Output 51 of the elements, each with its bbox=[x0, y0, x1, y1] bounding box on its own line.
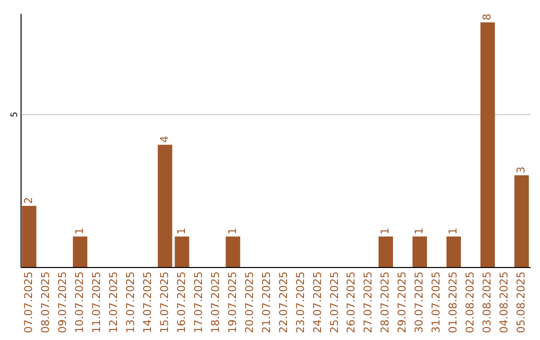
x-tick-label: 09.07.2025 bbox=[56, 271, 70, 334]
bar bbox=[158, 144, 172, 268]
x-tick-label: 15.07.2025 bbox=[158, 271, 171, 334]
data-label: 1 bbox=[73, 228, 86, 234]
x-tick-label: 20.07.2025 bbox=[242, 271, 256, 334]
data-label: 3 bbox=[514, 166, 528, 174]
bar bbox=[22, 206, 36, 268]
data-label: 2 bbox=[22, 197, 36, 204]
x-tick-label: 22.07.2025 bbox=[276, 271, 290, 334]
x-tick-label: 19.07.2025 bbox=[226, 271, 239, 334]
x-tick-label: 05.08.2025 bbox=[514, 271, 528, 334]
data-label: 1 bbox=[412, 228, 426, 234]
x-tick-label: 01.08.2025 bbox=[446, 271, 460, 334]
bar bbox=[514, 175, 529, 268]
x-tick-label: 31.07.2025 bbox=[430, 271, 443, 334]
x-tick-label: 29.07.2025 bbox=[396, 271, 409, 334]
x-tick-label: 21.07.2025 bbox=[260, 271, 273, 334]
bar bbox=[446, 236, 461, 268]
x-tick-label: 03.08.2025 bbox=[480, 271, 494, 334]
data-label: 1 bbox=[378, 228, 392, 234]
x-tick-label: 25.07.2025 bbox=[328, 271, 341, 334]
x-tick-label: 16.07.2025 bbox=[174, 271, 188, 334]
x-tick-label: 30.07.2025 bbox=[412, 271, 426, 334]
bar bbox=[480, 22, 495, 268]
x-tick-label: 14.07.2025 bbox=[140, 271, 154, 334]
y-tick-label: 5 bbox=[10, 112, 20, 118]
x-tick-label: 04.08.2025 bbox=[498, 271, 511, 334]
x-tick-label: 11.07.2025 bbox=[90, 271, 104, 334]
data-label: 1 bbox=[446, 228, 460, 234]
x-tick-label: 07.07.2025 bbox=[22, 271, 36, 334]
x-tick-label: 26.07.2025 bbox=[344, 271, 358, 334]
x-tick-label: 12.07.2025 bbox=[107, 271, 120, 334]
x-tick-label: 28.07.2025 bbox=[378, 271, 392, 334]
data-label: 1 bbox=[174, 228, 188, 234]
data-label: 4 bbox=[158, 136, 171, 143]
data-label: 1 bbox=[226, 228, 239, 234]
x-tick-label: 18.07.2025 bbox=[208, 271, 222, 334]
bar bbox=[174, 236, 190, 268]
x-tick-label: 23.07.2025 bbox=[294, 271, 307, 334]
x-tick-label: 13.07.2025 bbox=[124, 271, 137, 334]
bar bbox=[72, 236, 88, 268]
x-tick-label: 08.07.2025 bbox=[39, 271, 52, 334]
x-tick-label: 17.07.2025 bbox=[192, 271, 205, 334]
x-tick-label: 27.07.2025 bbox=[362, 271, 375, 334]
x-tick-label: 10.07.2025 bbox=[73, 271, 86, 334]
bar bbox=[378, 236, 393, 268]
bar bbox=[226, 236, 240, 268]
data-label: 8 bbox=[480, 13, 494, 20]
x-tick-label: 02.08.2025 bbox=[464, 271, 477, 334]
bar bbox=[412, 236, 427, 268]
x-tick-label: 24.07.2025 bbox=[310, 271, 324, 334]
